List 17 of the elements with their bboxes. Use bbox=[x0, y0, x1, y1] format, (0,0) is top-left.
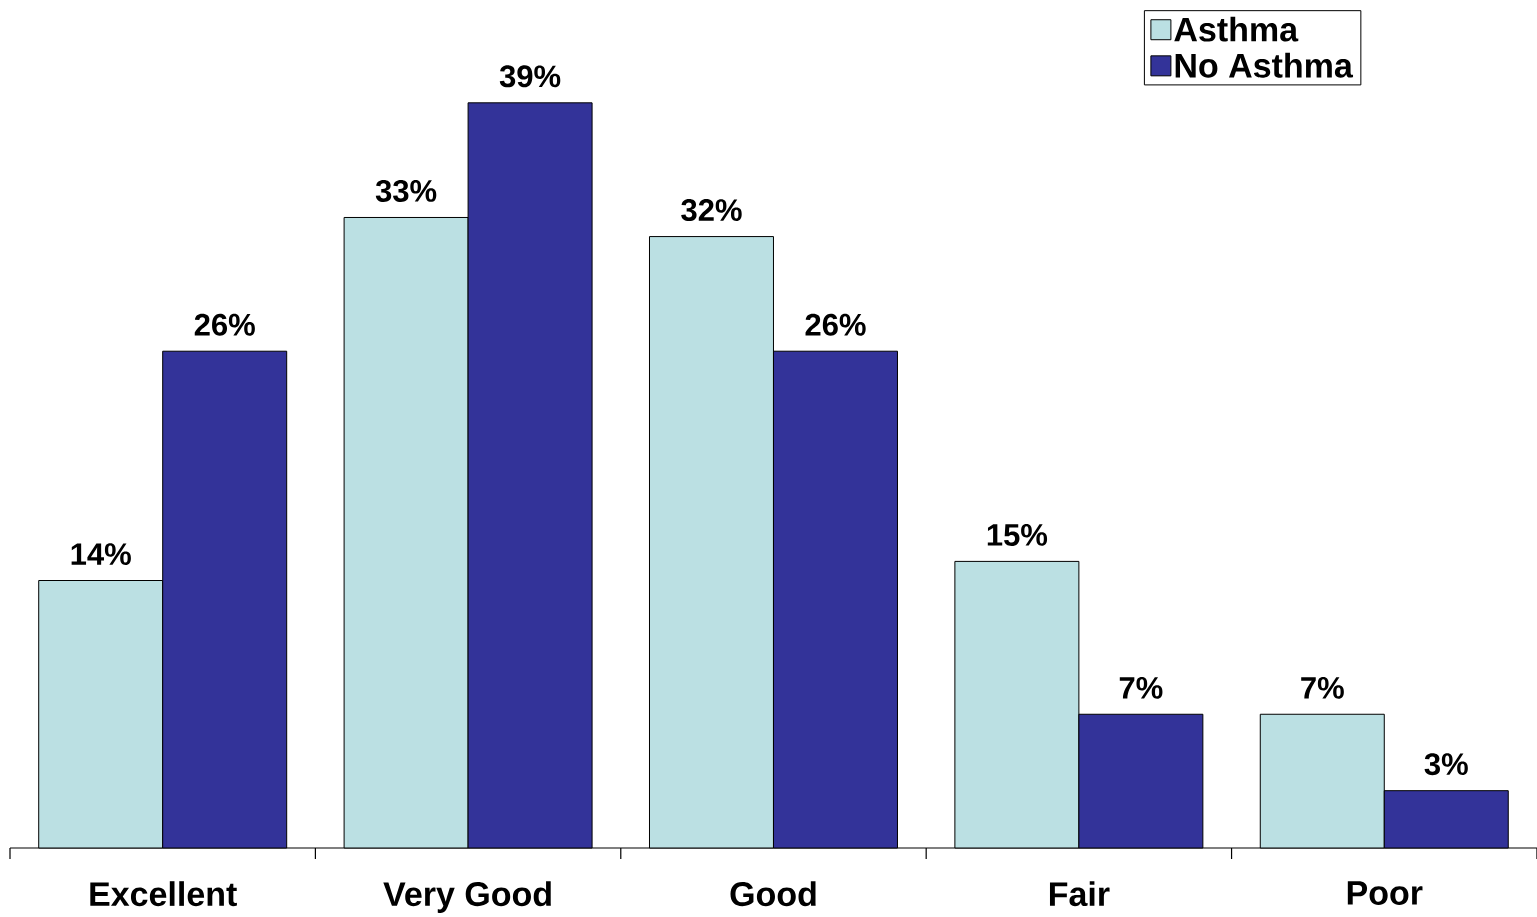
data-label: 3% bbox=[1424, 753, 1468, 776]
x-tick-label: Excellent bbox=[90, 881, 237, 907]
data-label: 15% bbox=[987, 524, 1048, 546]
legend-label: Asthma bbox=[1174, 16, 1299, 42]
data-label: 7% bbox=[1301, 676, 1344, 699]
legend-label: No Asthma bbox=[1175, 52, 1354, 78]
data-label: 26% bbox=[194, 313, 255, 336]
x-tick-label: Good bbox=[730, 881, 816, 907]
data-label: 33% bbox=[375, 179, 437, 202]
data-label: 39% bbox=[499, 65, 561, 88]
x-tick-label: Fair bbox=[1049, 881, 1110, 907]
data-label: 32% bbox=[681, 199, 742, 222]
data-label: 26% bbox=[805, 313, 866, 336]
x-tick-label: Poor bbox=[1347, 881, 1423, 905]
x-tick-label: Very Good bbox=[383, 881, 551, 913]
data-label: 14% bbox=[71, 543, 131, 566]
data-label: 7% bbox=[1119, 676, 1163, 699]
